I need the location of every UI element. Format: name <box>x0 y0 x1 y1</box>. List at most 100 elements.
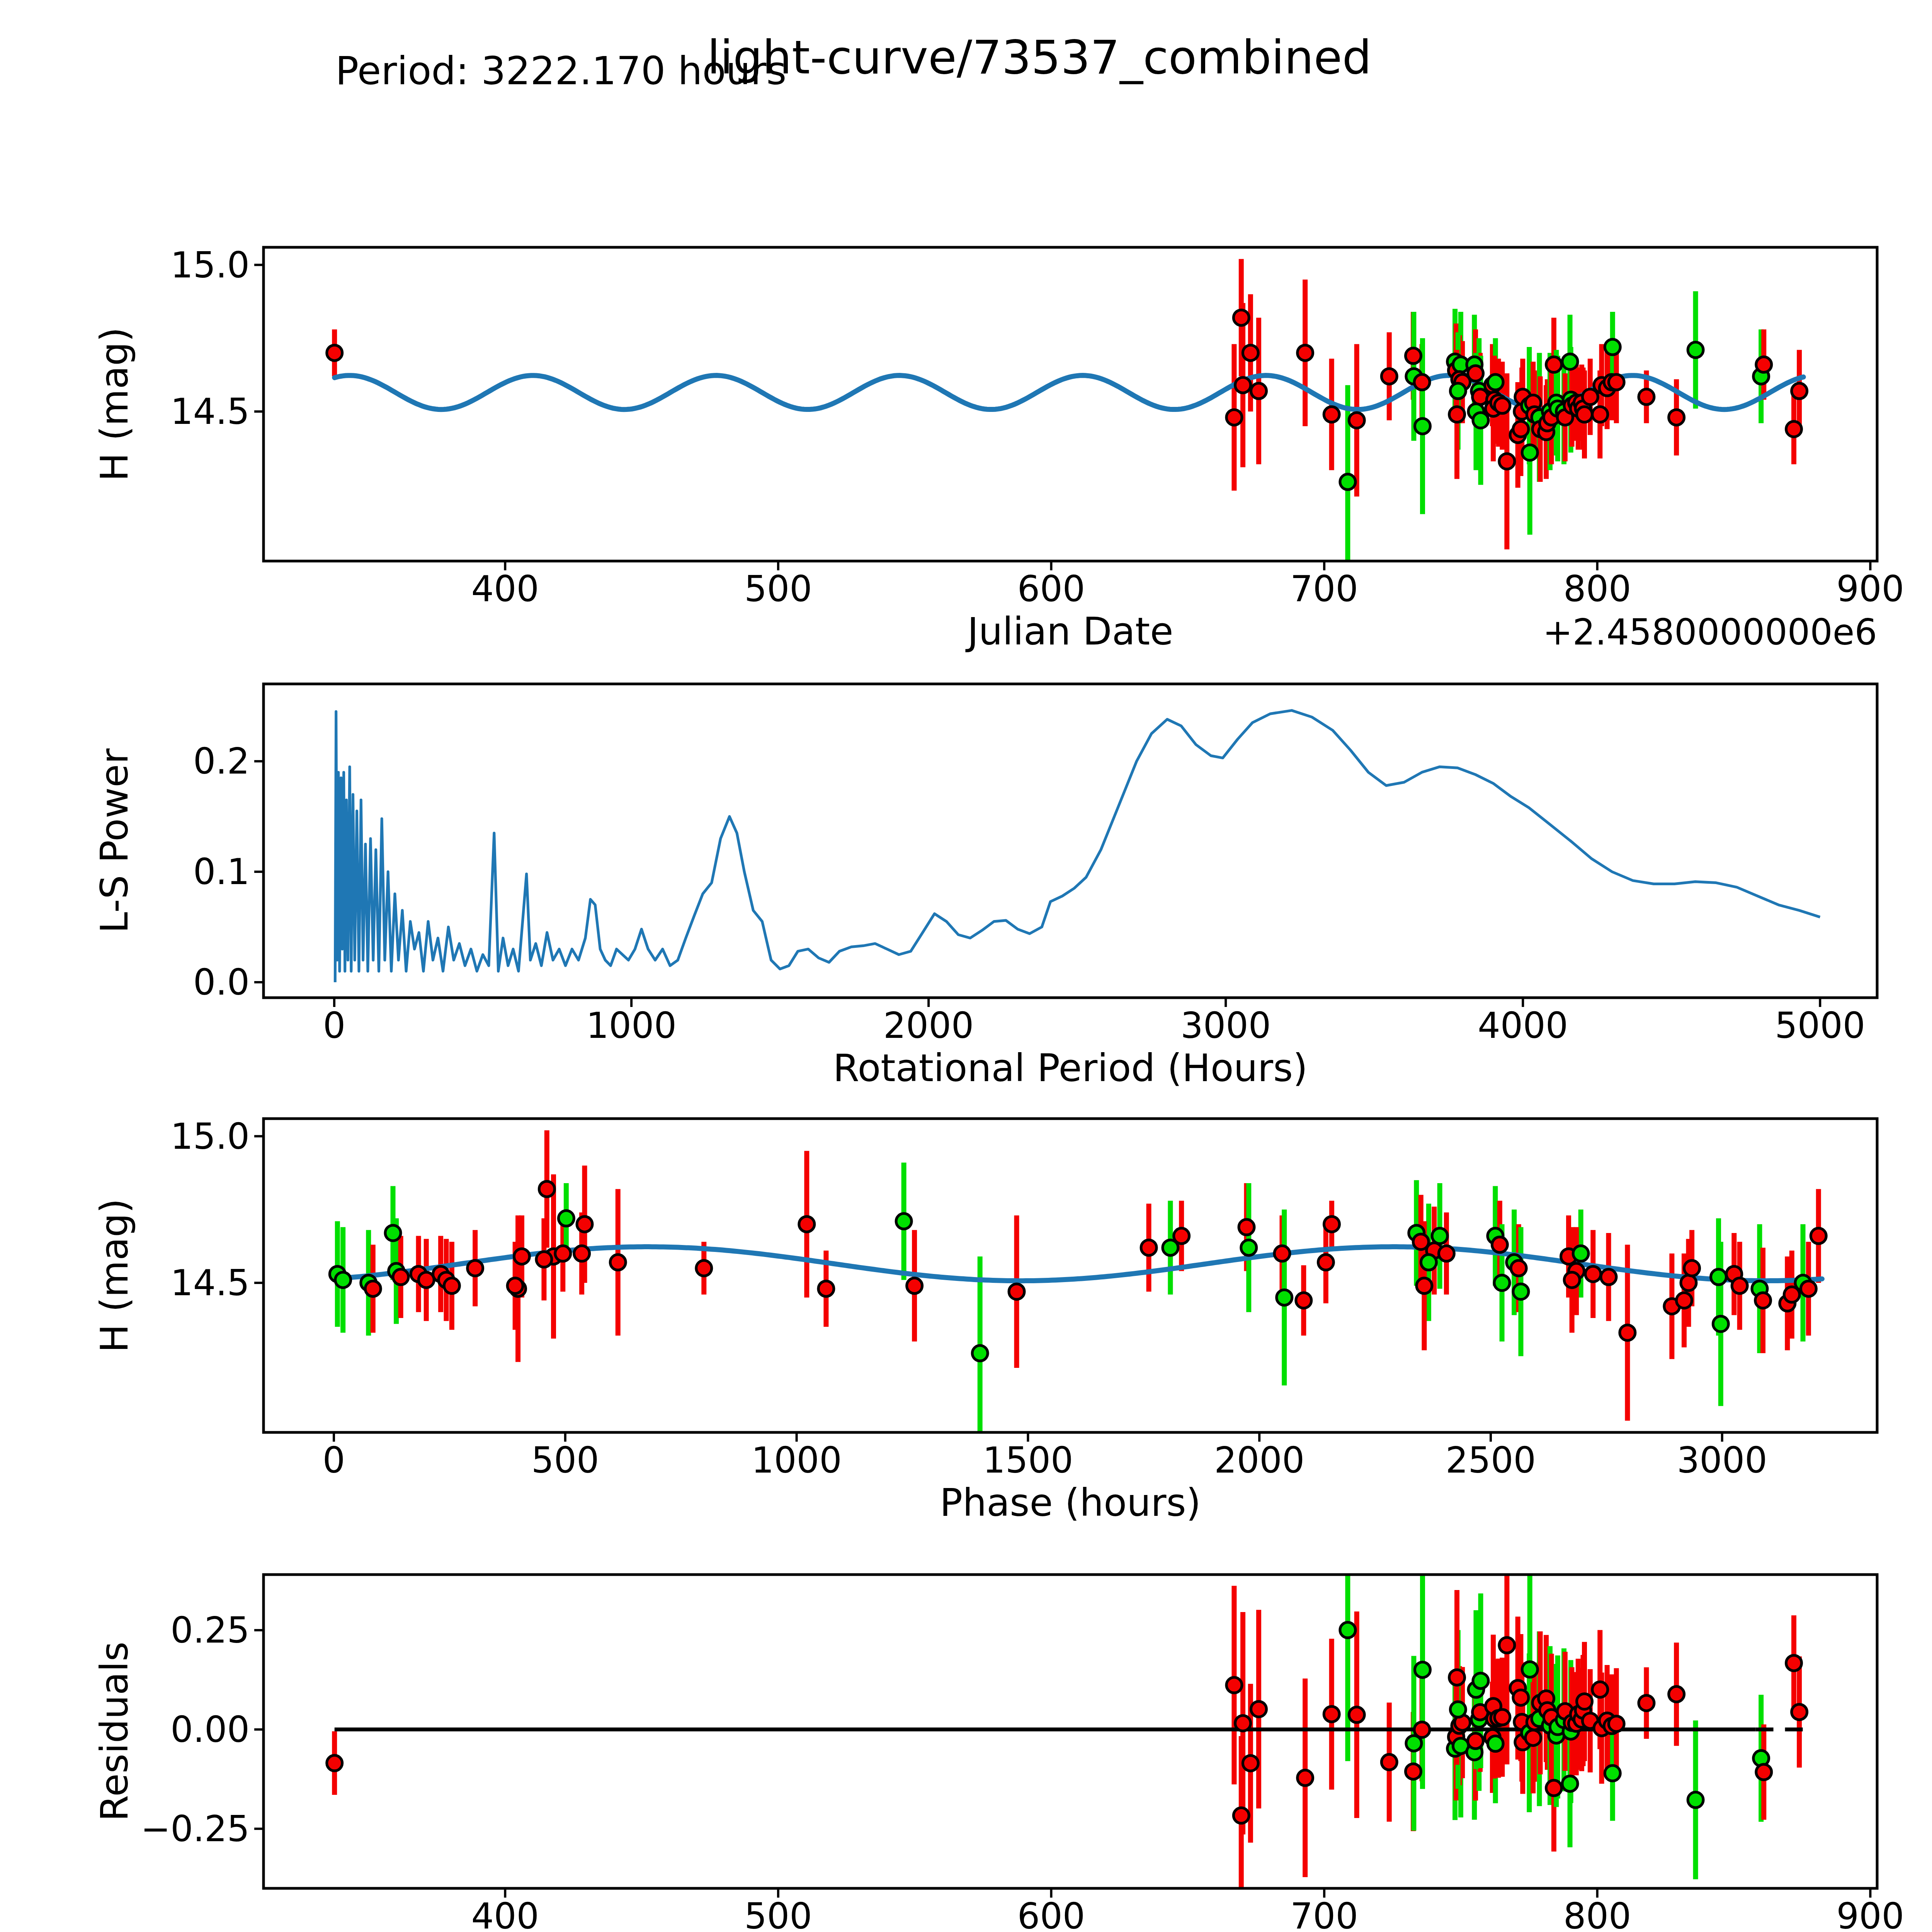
data-point <box>1811 1228 1826 1244</box>
data-point <box>1585 1266 1601 1282</box>
data-point <box>1239 1219 1254 1235</box>
data-point <box>1405 348 1421 364</box>
lc-x-tick-label: 600 <box>1017 568 1085 610</box>
data-point <box>1609 1716 1624 1731</box>
data-point <box>1233 310 1249 325</box>
data-point <box>1417 1278 1432 1294</box>
data-point <box>1786 422 1801 437</box>
data-point <box>799 1216 815 1232</box>
data-point <box>1439 1246 1454 1261</box>
data-point <box>1546 357 1561 372</box>
data-point <box>1755 1293 1771 1308</box>
data-point <box>1450 1702 1466 1717</box>
data-point <box>1226 410 1242 425</box>
data-point <box>1277 1290 1292 1305</box>
data-point <box>1141 1240 1156 1255</box>
data-point <box>327 1755 342 1771</box>
data-point <box>1786 1655 1801 1671</box>
ph-x-tick-label: 1000 <box>752 1440 842 1481</box>
data-point <box>1381 1754 1397 1770</box>
data-point <box>1732 1278 1747 1294</box>
res-x-tick-label: 800 <box>1563 1896 1631 1932</box>
data-point <box>1450 383 1466 399</box>
lc-x-tick-label: 400 <box>471 568 539 610</box>
data-point <box>536 1252 552 1267</box>
figure-title: light-curve/73537_combined <box>707 31 1372 84</box>
ph-y-axis-label: H (mag) <box>92 1198 136 1352</box>
ph-x-tick-label: 1500 <box>983 1440 1073 1481</box>
figure-background <box>0 0 1932 1932</box>
data-point <box>1243 345 1258 361</box>
data-point <box>1432 1228 1447 1244</box>
data-point <box>1298 345 1313 361</box>
data-point <box>1676 1293 1692 1308</box>
data-point <box>393 1269 408 1285</box>
res-x-tick-label: 500 <box>744 1896 812 1932</box>
pg-x-tick-label: 3000 <box>1180 1005 1271 1046</box>
data-point <box>1592 1682 1608 1697</box>
data-point <box>1562 354 1578 369</box>
data-point <box>1513 422 1529 437</box>
data-point <box>1251 383 1267 399</box>
data-point <box>972 1345 988 1361</box>
data-point <box>1009 1284 1024 1299</box>
ph-y-tick-label: 14.5 <box>170 1262 250 1304</box>
data-point <box>1605 339 1620 355</box>
data-point <box>444 1278 459 1294</box>
data-point <box>1495 1709 1510 1725</box>
data-point <box>1324 407 1339 422</box>
data-point <box>1620 1325 1635 1340</box>
data-point <box>1573 1246 1588 1261</box>
data-point <box>514 1249 529 1264</box>
data-point <box>1243 1755 1258 1771</box>
lc-y-axis-label: H (mag) <box>92 327 136 481</box>
data-point <box>1669 410 1684 425</box>
data-point <box>335 1272 351 1287</box>
data-point <box>1274 1246 1290 1261</box>
data-point <box>385 1225 401 1241</box>
data-point <box>1340 474 1355 490</box>
lc-x-tick-label: 500 <box>744 568 812 610</box>
pg-x-tick-label: 1000 <box>586 1005 677 1046</box>
data-point <box>1235 378 1251 393</box>
data-point <box>1340 1622 1355 1638</box>
data-point <box>1449 1670 1465 1685</box>
ph-x-tick-label: 0 <box>323 1440 345 1481</box>
data-point <box>1174 1228 1189 1244</box>
pg-x-tick-label: 4000 <box>1478 1005 1568 1046</box>
data-point <box>1639 1695 1654 1711</box>
data-point <box>574 1246 590 1261</box>
res-y-tick-label: −0.25 <box>141 1808 250 1850</box>
pg-x-tick-label: 2000 <box>883 1005 974 1046</box>
data-point <box>818 1281 834 1296</box>
data-point <box>1381 369 1397 384</box>
data-point <box>1526 1730 1541 1745</box>
data-point <box>1688 1792 1703 1808</box>
data-point <box>1415 418 1430 434</box>
ph-y-tick-label: 15.0 <box>170 1116 250 1157</box>
lc-y-tick-label: 14.5 <box>170 391 250 432</box>
data-point <box>1349 1707 1364 1723</box>
data-point <box>558 1211 574 1226</box>
data-point <box>1546 1780 1561 1796</box>
data-point <box>1468 1733 1483 1749</box>
data-point <box>365 1281 381 1296</box>
lc-x-tick-label: 700 <box>1290 568 1358 610</box>
data-point <box>1499 1638 1515 1653</box>
lc-x-axis-offset: +2.4580000000e6 <box>1543 612 1877 653</box>
light-curve-figure: Period: 3222.170 hours light-curve/73537… <box>0 0 1932 1932</box>
data-point <box>1756 1764 1772 1780</box>
data-point <box>1605 1765 1620 1781</box>
data-point <box>1492 1237 1507 1252</box>
data-point <box>1233 1808 1249 1823</box>
data-point <box>1756 357 1772 372</box>
pg-x-tick-label: 5000 <box>1775 1005 1865 1046</box>
data-point <box>507 1278 523 1294</box>
data-point <box>1421 1255 1436 1270</box>
pg-x-axis-label: Rotational Period (Hours) <box>833 1046 1308 1090</box>
pg-y-tick-label: 0.2 <box>193 741 250 782</box>
data-point <box>1522 1662 1537 1677</box>
data-point <box>1577 1694 1592 1709</box>
data-point <box>1488 374 1503 390</box>
data-point <box>1577 407 1592 422</box>
